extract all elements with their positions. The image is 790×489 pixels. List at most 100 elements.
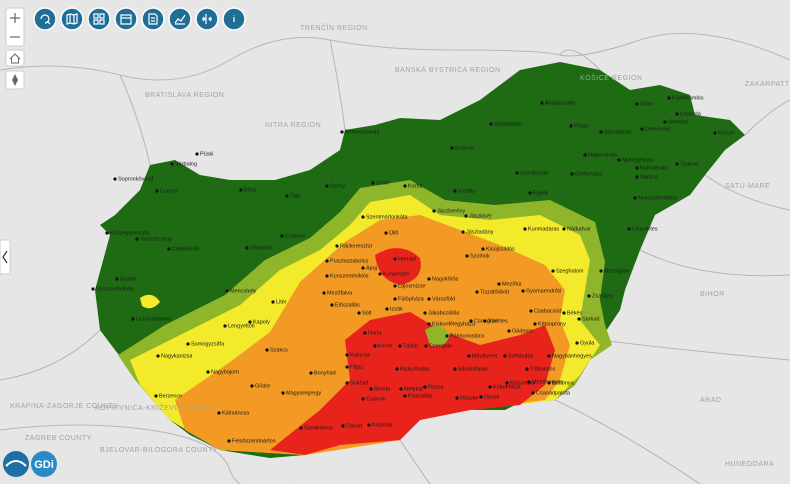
place-label: Tiszaföldvár [480,289,510,295]
button-icon [40,14,51,25]
place-dot [239,188,243,192]
place-dot [465,254,469,258]
place-dot [281,391,285,395]
place-dot [562,227,566,231]
place-label: Kunszentmiklós [330,273,369,279]
place-label: Csaroda [680,111,702,117]
region-label: KRAPINA-ZAGORJE COUNTY [10,403,119,410]
place-dot [445,334,449,338]
place-label: Gyula [580,340,595,346]
place-dot [467,354,471,358]
place-label: Szentes [488,318,508,324]
place-label: Fülöpháza [398,296,425,302]
place-label: Kisszállás [408,393,433,399]
place-dot [167,247,171,251]
place-label: Vasszentmihály [96,286,134,292]
place-label: Kecel [378,343,392,349]
place-dot [223,324,227,328]
forecast-layer [95,62,745,458]
button-icon [148,13,158,25]
place-dot [265,348,269,352]
place-label: Mezőfalva [327,290,353,296]
place-dot [464,214,468,218]
basemap-button[interactable] [60,7,84,31]
place-dot [345,353,349,357]
place-dot [663,120,667,124]
place-dot [583,153,587,157]
place-dot [570,172,574,176]
place-dot [633,196,637,200]
place-dot [432,209,436,213]
place-dot [599,269,603,273]
place-dot [527,380,531,384]
document-button[interactable] [141,7,165,31]
branding: GDi [3,451,57,477]
place-label: Kiskunhalas [400,366,430,372]
place-dot [575,341,579,345]
place-label: Ráckeresztúr [340,243,373,249]
place-dot [186,342,190,346]
region-label: BIHOR [700,291,725,298]
place-dot [523,227,527,231]
place-label: Kölcse [718,130,735,136]
place-dot [340,130,344,134]
place-dot [250,384,254,388]
place-label: Székkutas [508,353,534,359]
place-dot [427,297,431,301]
region-label: ARAD [700,397,721,404]
place-label: Pálmonostora [450,333,485,339]
place-dot [399,387,403,391]
place-label: Csávoly [366,396,386,402]
calendar-button[interactable] [114,7,138,31]
layers-button[interactable] [87,7,111,31]
place-label: Apaj [366,265,377,271]
search-button[interactable] [33,7,57,31]
place-label: Kőszegdoroszló [110,230,149,236]
place-label: Létavértes [632,226,658,232]
zoom-in[interactable] [10,13,20,23]
place-label: Sáránd [640,174,658,180]
place-label: Nagykanizsa [161,353,193,359]
info-button[interactable] [222,7,246,31]
place-dot [170,162,174,166]
place-dot [271,300,275,304]
place-label: Mezőtúr [502,281,522,287]
place-label: Bőny [244,187,257,193]
place-label: Tázlár [403,343,418,349]
place-label: Hajdúnánás [588,152,618,158]
place-label: Ruzsa [428,384,445,390]
place-label: Szentistván [520,170,548,176]
region-label: KOŠICE REGION [580,73,643,82]
place-dot [154,394,158,398]
place-dot [393,297,397,301]
place-label: Várbalog [175,161,197,167]
place-dot [345,381,349,385]
place-label: Lengyeltóti [228,323,255,329]
place-dot [635,102,639,106]
place-label: Harta [368,330,382,336]
place-dot [531,391,535,395]
button-circle [114,7,138,31]
place-dot [453,189,457,193]
chart-button[interactable] [168,7,192,31]
compass-button[interactable] [5,70,25,90]
place-dot [195,152,199,156]
place-dot [551,269,555,273]
button-circle [195,7,219,31]
button-icon [120,14,132,25]
place-dot [450,146,454,150]
panel-toggle[interactable] [0,239,11,275]
place-dot [599,130,603,134]
place-label: Zsadány [592,293,613,299]
home-button[interactable] [5,49,25,67]
measure-button[interactable] [195,7,219,31]
place-label: Berzence [159,393,182,399]
button-circle [168,7,192,31]
place-dot [427,277,431,281]
place-dot [533,322,537,326]
place-label: Szeghalom [556,268,584,274]
place-dot [403,184,407,188]
place-dot [361,266,365,270]
place-dot [403,394,407,398]
place-label: Üllő [389,229,398,236]
